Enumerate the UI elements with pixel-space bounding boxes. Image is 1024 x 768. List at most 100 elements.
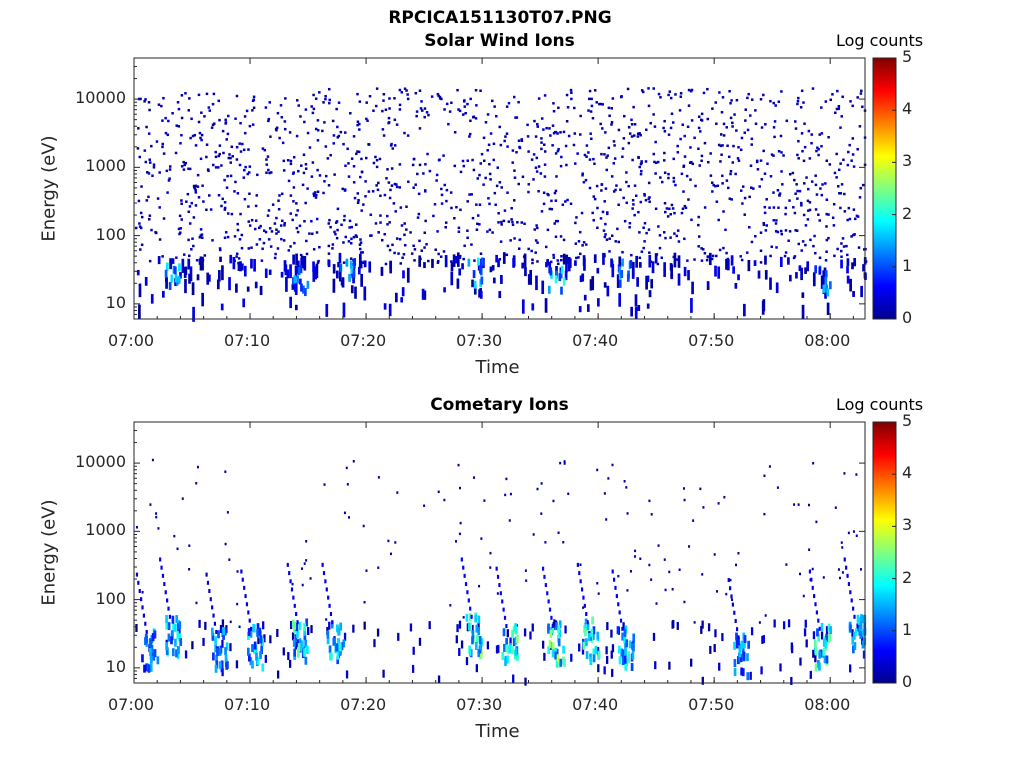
heatmap-cell — [606, 285, 610, 297]
heatmap-cell — [420, 249, 424, 252]
heatmap-cell — [241, 142, 244, 146]
heatmap-cell — [289, 162, 293, 166]
heatmap-cell — [617, 240, 621, 244]
heatmap-cell — [412, 157, 416, 161]
heatmap-cell — [453, 216, 456, 220]
heatmap-cell — [357, 150, 361, 154]
heatmap-cell — [267, 209, 271, 212]
heatmap-cell — [506, 629, 509, 638]
heatmap-cell — [784, 212, 787, 216]
heatmap-cell — [632, 643, 635, 652]
heatmap-cell — [299, 265, 303, 274]
heatmap-cell — [503, 643, 506, 652]
heatmap-cell — [440, 193, 444, 197]
heatmap-cell — [443, 498, 446, 502]
heatmap-cell — [292, 254, 295, 265]
heatmap-cell — [398, 88, 402, 92]
heatmap-cell — [344, 131, 347, 134]
heatmap-cell — [252, 95, 256, 99]
heatmap-cell — [805, 639, 808, 648]
heatmap-cell — [165, 614, 168, 623]
heatmap-cell — [689, 178, 692, 181]
heatmap-cell — [764, 270, 768, 280]
heatmap-cell — [800, 201, 803, 205]
heatmap-cell — [710, 181, 714, 184]
heatmap-cell — [343, 218, 346, 222]
heatmap-cell — [156, 656, 160, 665]
heatmap-cell — [646, 303, 650, 309]
heatmap-cell — [678, 568, 681, 572]
heatmap-cell — [458, 256, 462, 259]
heatmap-cell — [665, 207, 669, 210]
heatmap-cell — [802, 101, 805, 104]
heatmap-cell — [436, 261, 440, 264]
heatmap-cell — [458, 254, 462, 258]
heatmap-cell — [295, 253, 298, 266]
heatmap-cell — [197, 196, 201, 199]
heatmap-cell — [745, 251, 749, 254]
heatmap-cell — [293, 275, 297, 284]
heatmap-cell — [187, 258, 191, 270]
heatmap-cell — [287, 652, 290, 661]
heatmap-cell — [213, 621, 217, 626]
heatmap-cell — [421, 288, 425, 300]
colorbar-tick-label: 1 — [902, 619, 913, 639]
heatmap-cell — [187, 210, 191, 214]
heatmap-cell — [827, 236, 830, 240]
heatmap-cell — [670, 264, 674, 278]
heatmap-cell — [409, 231, 412, 234]
heatmap-cell — [683, 155, 687, 158]
heatmap-cell — [605, 646, 608, 655]
heatmap-cell — [722, 134, 726, 137]
heatmap-cell — [676, 621, 679, 630]
heatmap-cell — [740, 641, 744, 650]
heatmap-cell — [425, 243, 428, 246]
heatmap-cell — [270, 230, 274, 233]
heatmap-cell — [247, 148, 250, 151]
heatmap-cell — [644, 160, 648, 163]
heatmap-cell — [488, 202, 491, 206]
heatmap-cell — [550, 615, 553, 620]
heatmap-cell — [256, 623, 260, 632]
heatmap-cell — [222, 627, 225, 636]
heatmap-cell — [562, 238, 566, 242]
heatmap-cell — [352, 460, 355, 463]
heatmap-cell — [456, 252, 460, 267]
heatmap-cell — [178, 621, 182, 630]
heatmap-cell — [318, 174, 322, 177]
heatmap-cell — [338, 267, 342, 282]
heatmap-cell — [672, 176, 676, 180]
heatmap-cell — [236, 228, 240, 232]
heatmap-cell — [860, 89, 863, 93]
heatmap-cell — [308, 232, 311, 235]
heatmap-cell — [295, 213, 298, 217]
heatmap-cell — [800, 249, 803, 252]
heatmap-cell — [283, 222, 286, 225]
heatmap-cell — [505, 644, 509, 653]
heatmap-cell — [310, 219, 313, 223]
heatmap-cell — [687, 270, 690, 281]
heatmap-cell — [628, 132, 632, 135]
heatmap-cell — [760, 666, 763, 675]
heatmap-cell — [345, 258, 349, 267]
heatmap-cell — [715, 254, 718, 258]
heatmap-cell — [505, 637, 508, 646]
heatmap-cell — [823, 655, 827, 664]
heatmap-cell — [282, 169, 286, 172]
heatmap-cell — [718, 248, 722, 252]
heatmap-cell — [796, 189, 799, 193]
heatmap-cell — [400, 224, 404, 227]
heatmap-cell — [718, 662, 721, 671]
heatmap-cell — [772, 126, 776, 129]
heatmap-cell — [702, 506, 705, 509]
heatmap-cell — [762, 635, 765, 644]
heatmap-cell — [534, 135, 538, 138]
heatmap-cell — [526, 123, 529, 127]
heatmap-cell — [151, 633, 155, 642]
heatmap-cell — [174, 623, 177, 632]
heatmap-cell — [296, 230, 300, 234]
heatmap-cell — [743, 303, 746, 317]
colorbar — [872, 57, 897, 320]
heatmap-cell — [630, 662, 634, 671]
heatmap-cell — [338, 648, 342, 657]
